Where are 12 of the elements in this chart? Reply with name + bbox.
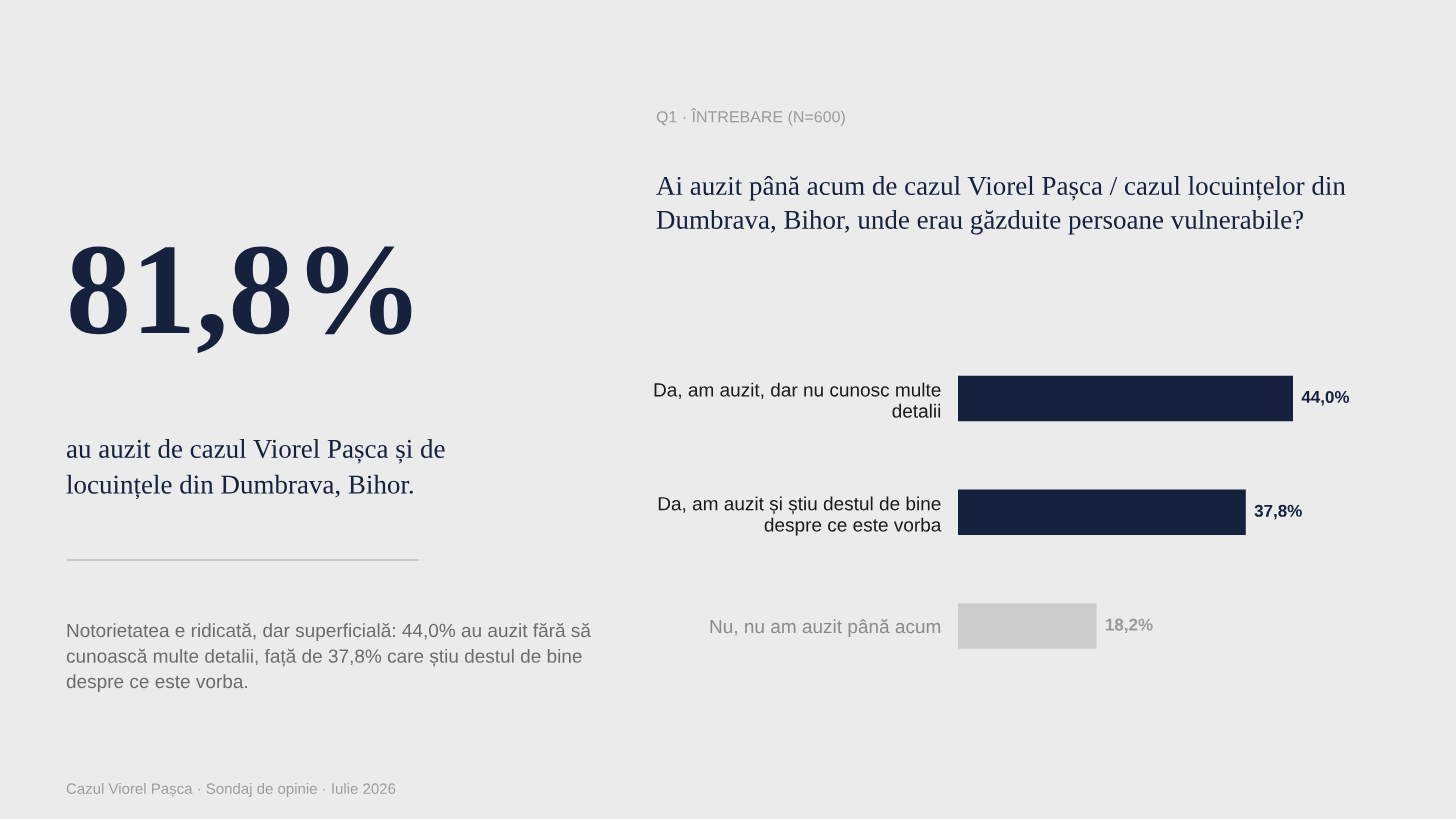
data-label: 18,2%: [1105, 618, 1153, 634]
text: au auzit de cazul Viorel Pașca și de locuințele din Dumbrava, Bihor.: [66, 439, 445, 500]
data-label: 37,8%: [1254, 504, 1302, 520]
y-tick-label: Da, am auzit, dar nu cunosc multe detalii: [654, 382, 941, 418]
chart-title: Ai auzit până acum de cazul Viorel Pașca / cazul locuințelor din Dumbrava, Bihor, unde erau găzduite persoane vulnerabile?: [656, 176, 1346, 235]
text: Cazul Viorel Pașca · Sondaj de opinie · Iulie 2026: [66, 782, 396, 798]
text: Notorietatea e ridicată, dar superficială: 44,0% au auzit fără să cunoască multe detalii, față de 37,8% care știu destul de bine despre ce este vorba.: [66, 623, 591, 692]
y-tick-label: Da, am auzit și știu destul de bine despre ce este vorba: [658, 496, 942, 536]
text: Q1 · ÎNTREBARE (N=600): [656, 108, 845, 126]
text: 81,8%: [70, 246, 412, 354]
y-tick-label: Nu, nu am auzit până acum: [710, 619, 941, 638]
data-label: 44,0%: [1301, 390, 1350, 406]
